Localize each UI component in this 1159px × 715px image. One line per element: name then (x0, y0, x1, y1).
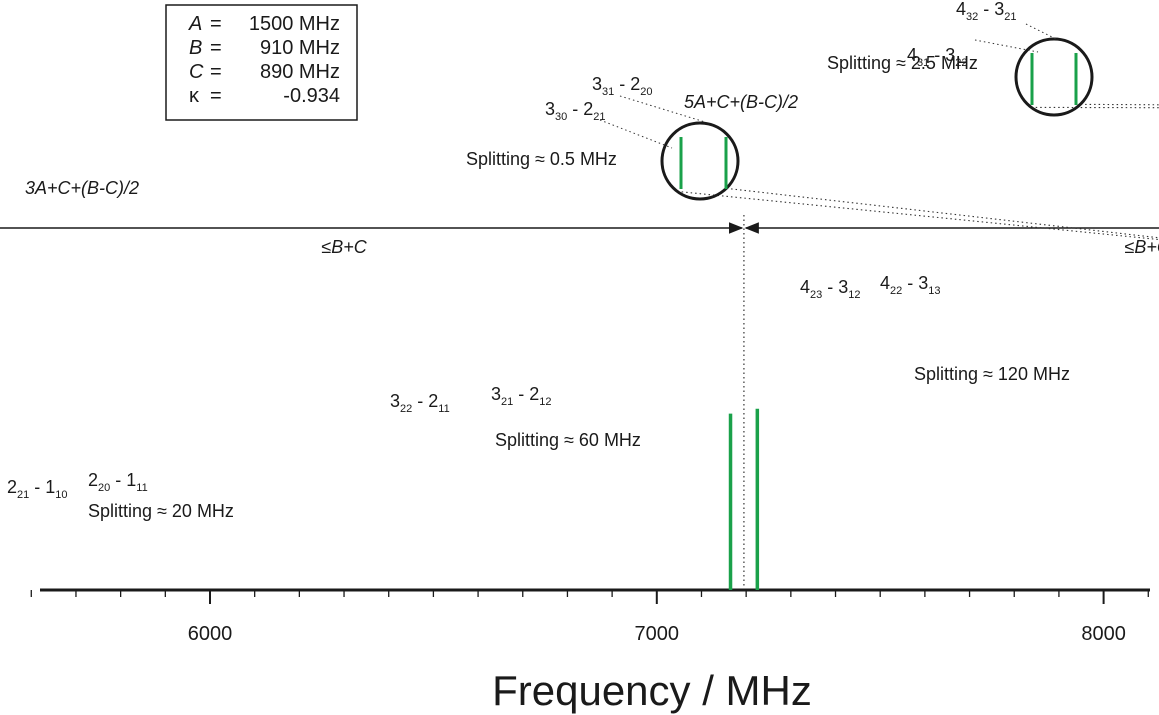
zoom-connector (677, 190, 1159, 241)
splitting-label: Splitting ≈ 60 MHz (495, 430, 641, 450)
constant-symbol: A (188, 13, 202, 35)
transition-label: 431 - 322 (907, 45, 968, 69)
constant-value: 910 MHz (260, 37, 340, 59)
transition-label: 423 - 312 (800, 277, 861, 301)
constant-value: 1500 MHz (249, 13, 340, 35)
constant-equals: = (210, 13, 222, 35)
zoom-insets (660, 37, 1159, 241)
zoom-circle (1014, 37, 1094, 117)
tick-label: 7000 (635, 623, 680, 645)
formula-left: 3A+C+(B-C)/2 (25, 178, 139, 198)
splitting-label: Splitting ≈ 0.5 MHz (466, 149, 617, 169)
constant-equals: = (210, 85, 222, 107)
tick-label: 6000 (188, 623, 233, 645)
constant-symbol: C (189, 61, 204, 83)
constant-symbol: κ (189, 85, 200, 107)
transition-label: 422 - 313 (880, 273, 941, 297)
leader-line (599, 119, 673, 149)
spectral-lines (728, 408, 760, 590)
x-axis: 600070008000900010000 (30, 588, 1150, 645)
tick-label: 8000 (1081, 623, 1126, 645)
constant-equals: = (210, 61, 222, 83)
transition-label: 432 - 321 (956, 0, 1017, 23)
leader-line (619, 95, 706, 123)
transition-label: 220 - 111 (88, 470, 148, 494)
transition-label: 221 - 110 (7, 477, 68, 501)
x-axis-label: Frequency / MHz (492, 667, 812, 714)
constant-symbol: B (189, 37, 202, 59)
span-label: ≤B+C (1124, 237, 1159, 257)
constant-equals: = (210, 37, 222, 59)
zoom-connector (1080, 103, 1159, 106)
zoom-connector (726, 187, 1159, 239)
span-arrows: ≤B+C≤B+C≤B+C (0, 222, 1159, 257)
constants-box: A = 1500 MHz B = 910 MHz C = 890 MHz κ = -0.934 (165, 4, 358, 121)
dotted-guides (743, 215, 745, 590)
transition-label: 321 - 212 (491, 384, 552, 408)
constant-value: -0.934 (283, 85, 340, 107)
transition-label: 330 - 221 (545, 99, 606, 123)
zoom-connector (1031, 106, 1159, 109)
zoom-circle (660, 121, 740, 201)
transition-label: 331 - 220 (592, 74, 653, 98)
leader-line (974, 39, 1039, 53)
splitting-label: Splitting ≈ 120 MHz (914, 364, 1070, 384)
constants-box-frame (165, 4, 358, 121)
annotations: 3A+C+(B-C)/2 5A+C+(B-C)/2 Splitting ≈ 20 M… (7, 0, 1070, 521)
span-label: ≤B+C (321, 237, 367, 257)
splitting-label: Splitting ≈ 2.5 MHz (827, 53, 978, 73)
transition-label: 322 - 211 (390, 391, 450, 415)
leader-line (1025, 23, 1059, 41)
constant-value: 890 MHz (260, 61, 340, 83)
formula-right: 5A+C+(B-C)/2 (684, 92, 798, 112)
splitting-label: Splitting ≈ 20 MHz (88, 501, 234, 521)
